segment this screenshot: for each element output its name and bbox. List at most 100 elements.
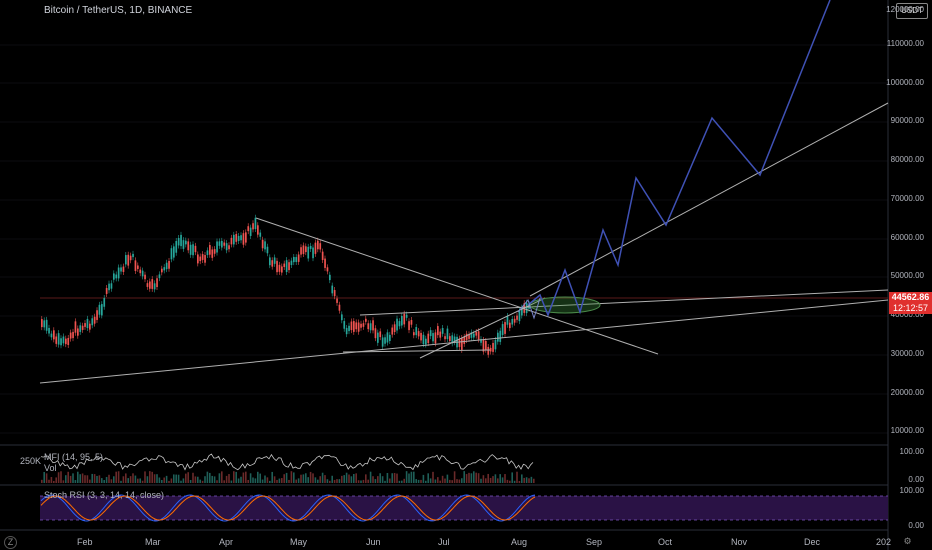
- volume-bar: [434, 479, 437, 483]
- volume-bar: [60, 471, 62, 483]
- volume-bar: [441, 475, 444, 483]
- gear-icon[interactable]: ⚙: [903, 536, 912, 546]
- candle-body: [513, 318, 516, 323]
- volume-bar: [513, 480, 516, 483]
- candle-body: [353, 321, 355, 332]
- volume-bar: [108, 474, 110, 483]
- volume-bar: [175, 474, 177, 483]
- time-label: 202: [876, 537, 892, 547]
- volume-bar: [494, 474, 497, 483]
- volume-bar: [355, 473, 357, 483]
- volume-bar: [137, 478, 139, 483]
- candle-body: [393, 324, 396, 333]
- volume-bar: [86, 475, 89, 483]
- trendline-range: [342, 349, 491, 353]
- volume-bar: [408, 473, 410, 483]
- candle-body: [197, 254, 199, 264]
- candle-body: [437, 326, 439, 336]
- volume-bar: [266, 477, 269, 483]
- volume-bar: [295, 479, 297, 483]
- volume-bar: [389, 478, 391, 483]
- time-label: Sep: [586, 537, 603, 547]
- timezone-icon[interactable]: Z: [4, 536, 17, 549]
- highlight-ellipse[interactable]: [529, 296, 601, 314]
- volume-bar: [105, 476, 108, 483]
- volume-bar: [509, 480, 511, 483]
- candle-body: [449, 336, 451, 342]
- candle-body: [158, 274, 161, 279]
- candle-body: [134, 260, 137, 271]
- price-label: 90000.00: [890, 116, 924, 125]
- candle-body: [62, 336, 65, 344]
- stoch-rsi-label[interactable]: Stoch RSI (3, 3, 14, 14, close): [44, 490, 165, 500]
- volume-bar: [57, 472, 60, 483]
- volume-bar: [254, 478, 257, 483]
- volume-bar: [329, 480, 331, 483]
- candle-body: [103, 297, 106, 307]
- currency-button[interactable]: USDT: [896, 3, 928, 19]
- price-label: 10000.00: [890, 426, 924, 435]
- volume-bar: [182, 478, 185, 483]
- volume-bar: [245, 471, 247, 483]
- trendline-channel: [419, 297, 546, 359]
- candle-body: [72, 331, 74, 339]
- volume-bar: [485, 478, 487, 483]
- candle-body: [405, 314, 408, 318]
- volume-bar: [365, 474, 367, 483]
- volume-bar: [417, 479, 420, 483]
- candle-body: [216, 241, 218, 253]
- candle-body: [401, 315, 403, 326]
- candle-body: [240, 235, 242, 241]
- volume-bar: [228, 474, 230, 483]
- candle-body: [410, 320, 413, 325]
- volume-bar: [132, 473, 134, 483]
- candle-body: [350, 321, 353, 331]
- volume-bar: [456, 479, 458, 483]
- volume-bar: [192, 472, 194, 483]
- volume-bar: [204, 476, 206, 483]
- volume-bar: [96, 475, 98, 483]
- candle-body: [326, 267, 329, 272]
- candle-body: [209, 245, 211, 255]
- volume-bar: [353, 473, 355, 483]
- candle-body: [475, 331, 478, 336]
- volume-bar: [489, 477, 492, 483]
- volume-bar: [468, 472, 470, 483]
- candle-body: [144, 274, 146, 280]
- candle-body: [146, 283, 149, 287]
- candle-body: [84, 323, 86, 327]
- candle-body: [336, 298, 338, 303]
- trendlines[interactable]: [39, 102, 889, 384]
- volume-bar: [300, 474, 302, 483]
- candle-body: [173, 246, 175, 258]
- volume-bar: [216, 480, 218, 483]
- candle-body: [417, 331, 420, 337]
- candle-body: [319, 243, 322, 250]
- projection-path-small[interactable]: [517, 297, 541, 320]
- volume-bar: [384, 480, 386, 483]
- candle-body: [93, 316, 96, 324]
- candle-body: [506, 316, 509, 325]
- volume-bar: [235, 471, 237, 483]
- projection-path[interactable]: [527, 0, 831, 318]
- candle-body: [245, 232, 247, 243]
- candle-body: [420, 332, 422, 341]
- volume-bar: [501, 477, 504, 483]
- candle-body: [221, 240, 223, 248]
- volume-bar: [48, 479, 50, 483]
- candle-body: [321, 251, 324, 260]
- volume-label[interactable]: Vol: [44, 463, 57, 473]
- candle-body: [345, 327, 348, 335]
- volume-bar: [117, 471, 120, 483]
- volume-bar: [317, 479, 319, 483]
- candle-body: [439, 331, 442, 338]
- volume-bar: [451, 480, 453, 483]
- volume-bar: [362, 479, 365, 483]
- time-label: Mar: [145, 537, 161, 547]
- volume-bar: [141, 480, 144, 483]
- candle-body: [422, 334, 425, 345]
- candle-body: [57, 333, 60, 345]
- mfi-label[interactable]: MFI (14, 95, 5): [44, 452, 104, 462]
- volume-bar: [261, 479, 264, 483]
